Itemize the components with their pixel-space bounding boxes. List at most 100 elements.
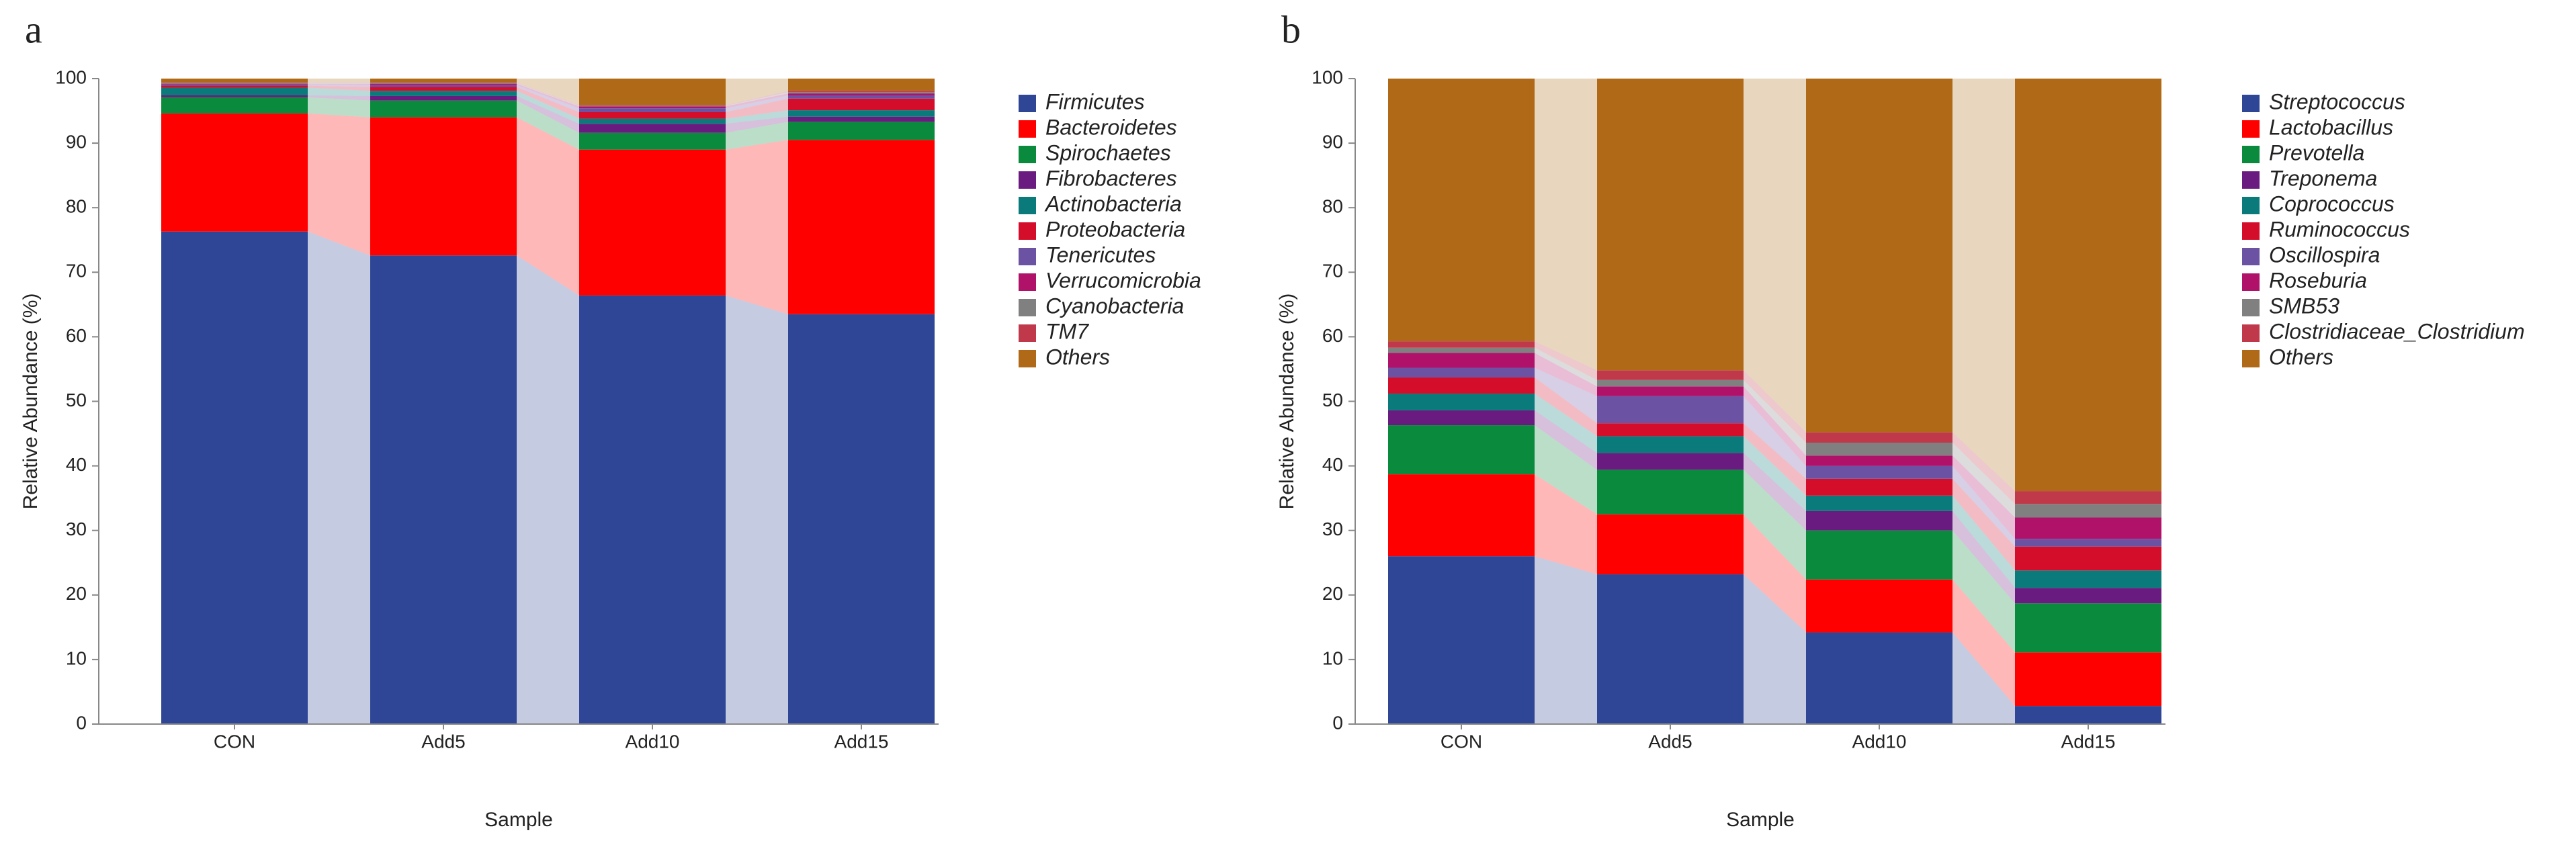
legend-label: Clostridiaceae_Clostridium bbox=[2269, 319, 2525, 343]
legend-swatch bbox=[2242, 222, 2260, 240]
legend-label: Spirochaetes bbox=[1045, 140, 1171, 165]
flow-band bbox=[517, 91, 579, 124]
flow-band bbox=[1744, 370, 1806, 443]
bar-segment bbox=[1597, 396, 1744, 424]
flow-band bbox=[308, 84, 370, 87]
y-tick-label: 50 bbox=[1322, 390, 1343, 410]
bar-segment bbox=[788, 98, 935, 111]
legend-swatch bbox=[1019, 248, 1036, 265]
legend-label: Prevotella bbox=[2269, 140, 2364, 165]
bar-segment bbox=[788, 110, 935, 117]
y-tick-label: 70 bbox=[66, 261, 87, 281]
y-tick-label: 20 bbox=[66, 583, 87, 604]
flow-band bbox=[1744, 514, 1806, 633]
bar-segment bbox=[1388, 556, 1535, 724]
legend-label: Firmicutes bbox=[1045, 89, 1145, 114]
flow-band bbox=[1535, 410, 1597, 470]
flow-band bbox=[726, 116, 788, 133]
bar-segment bbox=[1597, 79, 1744, 371]
bar-segment bbox=[370, 87, 517, 91]
y-tick-label: 80 bbox=[66, 196, 87, 217]
bar-segment bbox=[788, 95, 935, 99]
flow-band bbox=[726, 295, 788, 724]
legend-label: Ruminococcus bbox=[2269, 217, 2410, 241]
bar-segment bbox=[788, 93, 935, 95]
bar-segment bbox=[370, 117, 517, 256]
bar-segment bbox=[788, 91, 935, 93]
bar-segment bbox=[1806, 530, 1952, 580]
x-tick-label: Add15 bbox=[834, 731, 889, 752]
bar-segment bbox=[788, 140, 935, 314]
flow-band bbox=[726, 140, 788, 314]
bar-segment bbox=[1388, 79, 1535, 342]
flow-band bbox=[1952, 579, 2015, 707]
bar-segment bbox=[1597, 470, 1744, 515]
flow-band bbox=[517, 255, 579, 725]
bar-segment bbox=[370, 83, 517, 85]
flow-band bbox=[1535, 341, 1597, 380]
flow-band bbox=[1952, 432, 2015, 504]
legend-label: Cyanobacteria bbox=[1045, 294, 1184, 318]
bar-segment bbox=[579, 108, 726, 112]
panel-label: b bbox=[1281, 7, 1301, 51]
legend-swatch bbox=[2242, 299, 2260, 316]
legend-swatch bbox=[2242, 350, 2260, 367]
bar-segment bbox=[161, 85, 308, 88]
legend-label: SMB53 bbox=[2269, 294, 2339, 318]
bar-segment bbox=[579, 124, 726, 133]
y-tick-label: 60 bbox=[1322, 325, 1343, 346]
y-tick-label: 90 bbox=[1322, 131, 1343, 152]
bar-segment bbox=[1388, 474, 1535, 557]
legend-label: Proteobacteria bbox=[1045, 217, 1185, 241]
bar-segment bbox=[161, 97, 308, 114]
flow-band bbox=[517, 100, 579, 150]
flow-band bbox=[308, 83, 370, 85]
flow-band bbox=[1952, 443, 2015, 518]
bar-segment bbox=[788, 122, 935, 140]
bar-segment bbox=[161, 95, 308, 97]
bar-segment bbox=[1806, 465, 1952, 479]
y-tick-label: 60 bbox=[66, 325, 87, 346]
flow-band bbox=[726, 95, 788, 112]
flow-band bbox=[1535, 79, 1597, 371]
legend-swatch bbox=[1019, 324, 1036, 342]
x-tick-label: Add5 bbox=[421, 731, 465, 752]
bar-segment bbox=[2015, 504, 2161, 518]
legend-label: Verrucomicrobia bbox=[1045, 268, 1201, 292]
y-axis-title: Relative Abundance (%) bbox=[19, 294, 42, 510]
legend-swatch bbox=[1019, 197, 1036, 214]
y-tick-label: 10 bbox=[1322, 648, 1343, 668]
bar-segment bbox=[161, 113, 308, 232]
legend-label: Others bbox=[1045, 345, 1110, 369]
bar-segment bbox=[579, 118, 726, 124]
legend-swatch bbox=[1019, 299, 1036, 316]
legend-swatch bbox=[2242, 197, 2260, 214]
flow-band bbox=[1744, 396, 1806, 479]
bar-segment bbox=[579, 105, 726, 107]
legend-swatch bbox=[1019, 120, 1036, 138]
flow-band bbox=[308, 113, 370, 256]
bar-segment bbox=[579, 79, 726, 105]
bar-segment bbox=[161, 79, 308, 83]
flow-band bbox=[517, 85, 579, 112]
bar-segment bbox=[1806, 443, 1952, 456]
bar-segment bbox=[1806, 79, 1952, 433]
bar-segment bbox=[788, 314, 935, 724]
y-tick-label: 30 bbox=[1322, 519, 1343, 539]
flow-band bbox=[1952, 455, 2015, 539]
bar-segment bbox=[370, 79, 517, 83]
bar-segment bbox=[1597, 380, 1744, 387]
flow-band bbox=[1952, 530, 2015, 653]
bar-segment bbox=[2015, 491, 2161, 504]
flow-band bbox=[726, 79, 788, 105]
flow-band bbox=[308, 87, 370, 96]
bar-segment bbox=[370, 91, 517, 96]
bar-segment bbox=[1388, 393, 1535, 410]
flow-band bbox=[517, 117, 579, 296]
bar-segment bbox=[1388, 367, 1535, 377]
legend-label: Fibrobacteres bbox=[1045, 166, 1177, 190]
bar-segment bbox=[1597, 574, 1744, 724]
y-tick-label: 0 bbox=[76, 712, 87, 733]
flow-band bbox=[1744, 574, 1806, 724]
